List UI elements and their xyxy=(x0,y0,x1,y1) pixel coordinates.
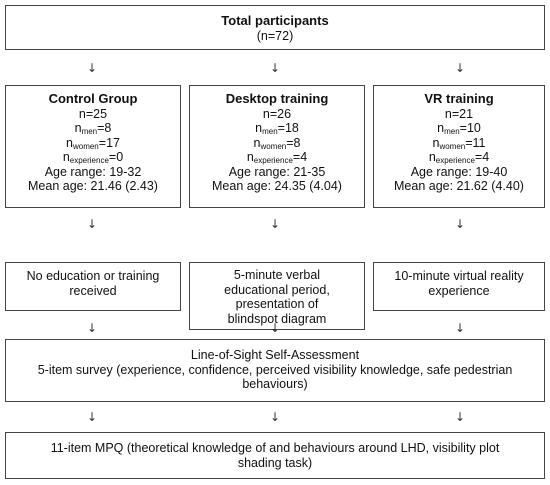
group-box-desktop: Desktop training n=26 nmen=18 nwomen=8 n… xyxy=(189,85,365,208)
arrow-down-icon: ↓ xyxy=(87,410,98,424)
group-box-vr: VR training n=21 nmen=10 nwomen=11 nexpe… xyxy=(373,85,545,208)
arrow-down-icon: ↓ xyxy=(455,410,466,424)
group-n-women: nwomen=8 xyxy=(253,135,301,151)
group-n-men: nmen=18 xyxy=(255,121,299,136)
group-mean-age: Mean age: 24.35 (4.04) xyxy=(212,179,342,193)
group-mean-age: Mean age: 21.62 (4.40) xyxy=(394,179,524,193)
intervention-line: blindspot diagram xyxy=(227,311,327,326)
group-n-experience: nexperience=4 xyxy=(428,150,490,165)
survey-description-cont: behaviours) xyxy=(242,377,308,391)
mpq-description: 11-item MPQ (theoretical knowledge of an… xyxy=(50,441,500,455)
total-n: (n=72) xyxy=(256,28,294,43)
total-participants-box: Total participants (n=72) xyxy=(5,5,545,50)
group-title: Desktop training xyxy=(225,91,329,106)
group-n-men: nmen=10 xyxy=(437,121,481,136)
intervention-line: educational period, xyxy=(224,282,330,297)
mpq-description-cont: shading task) xyxy=(237,455,313,470)
intervention-box-vr: 10-minute virtual reality experience xyxy=(373,262,545,311)
group-n: n=25 xyxy=(78,106,108,121)
group-n-women: nwomen=11 xyxy=(432,135,486,151)
group-title: Control Group xyxy=(48,91,138,106)
intervention-line: 5-minute verbal xyxy=(233,268,321,282)
group-age-range: Age range: 19-32 xyxy=(44,164,142,179)
intervention-box-control: No education or training received xyxy=(5,262,181,311)
arrow-down-icon: ↓ xyxy=(455,61,466,75)
intervention-line: presentation of xyxy=(235,297,319,311)
group-mean-age: Mean age: 21.46 (2.43) xyxy=(28,179,158,193)
intervention-line: No education or training xyxy=(26,269,160,283)
group-n: n=21 xyxy=(444,106,474,121)
survey-description: 5-item survey (experience, confidence, p… xyxy=(37,362,513,377)
survey-box: Line-of-Sight Self-Assessment 5-item sur… xyxy=(5,339,545,402)
intervention-line: experience xyxy=(428,283,490,298)
group-n-experience: nexperience=4 xyxy=(246,150,308,165)
arrow-down-icon: ↓ xyxy=(270,61,281,75)
total-title: Total participants xyxy=(221,13,329,28)
group-age-range: Age range: 19-40 xyxy=(410,164,508,179)
arrow-down-icon: ↓ xyxy=(270,217,281,231)
group-n-women: nwomen=17 xyxy=(66,135,120,151)
arrow-down-icon: ↓ xyxy=(270,321,281,335)
mpq-box: 11-item MPQ (theoretical knowledge of an… xyxy=(5,432,545,479)
group-n-men: nmen=8 xyxy=(74,121,112,136)
arrow-down-icon: ↓ xyxy=(270,410,281,424)
arrow-down-icon: ↓ xyxy=(87,321,98,335)
group-box-control: Control Group n=25 nmen=8 nwomen=17 nexp… xyxy=(5,85,181,208)
group-n-experience: nexperience=0 xyxy=(62,150,124,165)
group-age-range: Age range: 21-35 xyxy=(228,164,326,179)
arrow-down-icon: ↓ xyxy=(455,321,466,335)
intervention-line: received xyxy=(69,283,117,298)
arrow-down-icon: ↓ xyxy=(87,217,98,231)
group-n: n=26 xyxy=(262,106,292,121)
intervention-box-desktop: 5-minute verbal educational period, pres… xyxy=(189,262,365,330)
intervention-line: 10-minute virtual reality xyxy=(394,269,524,283)
arrow-down-icon: ↓ xyxy=(455,217,466,231)
group-title: VR training xyxy=(424,91,494,106)
survey-title: Line-of-Sight Self-Assessment xyxy=(190,348,360,362)
arrow-down-icon: ↓ xyxy=(87,61,98,75)
